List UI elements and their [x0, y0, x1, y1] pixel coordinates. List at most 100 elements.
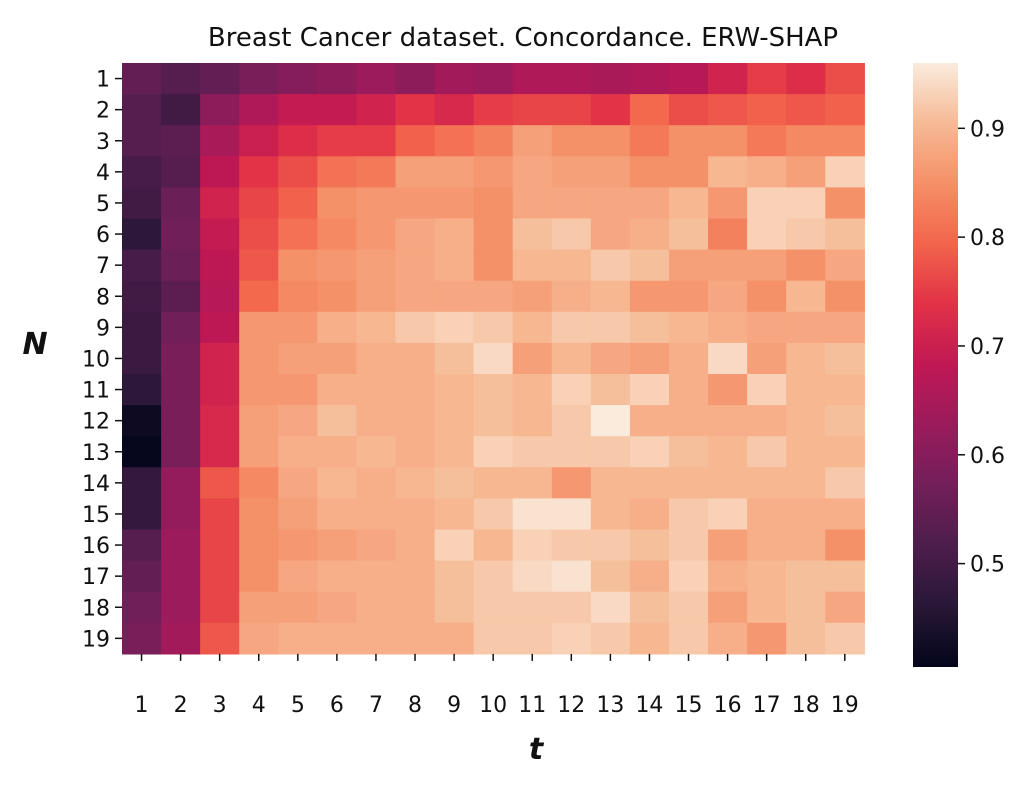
heatmap-cell: [512, 498, 553, 531]
heatmap-cell: [239, 218, 279, 251]
heatmap-cell: [200, 218, 240, 251]
heatmap-cell: [747, 529, 787, 562]
heatmap-cell: [122, 280, 162, 313]
heatmap-cell: [747, 156, 787, 188]
heatmap-cell: [161, 218, 201, 251]
heatmap-cell: [786, 63, 826, 95]
heatmap-cell: [395, 622, 436, 655]
heatmap-cell: [825, 591, 865, 624]
heatmap-cell: [122, 125, 162, 157]
heatmap-cell: [668, 187, 709, 220]
heatmap-cell: [434, 218, 475, 251]
heatmap-cell: [278, 94, 318, 126]
heatmap-cell: [317, 342, 358, 375]
heatmap-cell: [122, 249, 162, 282]
x-tick-label: 11: [518, 693, 546, 718]
heatmap-cell: [747, 342, 787, 375]
y-tick-label: 4: [96, 161, 110, 186]
heatmap-cell: [668, 311, 709, 344]
heatmap-cell: [708, 218, 748, 251]
heatmap-cell: [708, 498, 748, 531]
x-tick-label: 19: [831, 693, 859, 718]
heatmap-cell: [473, 311, 514, 344]
heatmap-cell: [512, 591, 553, 624]
colorbar-tick-label: 0.7: [970, 335, 1005, 360]
x-tick-label: 17: [753, 693, 781, 718]
heatmap-cell: [122, 467, 162, 499]
heatmap-cell: [395, 529, 436, 562]
heatmap-cell: [473, 591, 514, 624]
heatmap-cell: [434, 156, 475, 188]
y-tick-label: 1: [96, 68, 110, 93]
heatmap-cell: [278, 467, 318, 499]
heatmap-cell: [434, 342, 475, 375]
heatmap-cell: [278, 342, 318, 375]
heatmap-cell: [786, 405, 826, 437]
heatmap-cell: [629, 529, 670, 562]
x-tick-label: 5: [291, 693, 305, 718]
heatmap-cell: [786, 156, 826, 188]
heatmap-cell: [395, 63, 436, 95]
heatmap-cell: [122, 591, 162, 624]
y-tick-label: 7: [96, 254, 110, 279]
x-tick-label: 15: [675, 693, 703, 718]
heatmap-cell: [395, 311, 436, 344]
heatmap-cell: [551, 125, 592, 157]
heatmap-cell: [825, 156, 865, 188]
heatmap-cell: [708, 63, 748, 95]
heatmap-cell: [551, 311, 592, 344]
heatmap-cell: [590, 405, 631, 437]
heatmap-cell: [239, 249, 279, 282]
heatmap-cell: [786, 591, 826, 624]
heatmap-cell: [668, 63, 709, 95]
heatmap-cell: [551, 436, 592, 468]
heatmap-cell: [629, 498, 670, 531]
heatmap-cell: [590, 342, 631, 375]
heatmap-cell: [708, 405, 748, 437]
heatmap-cell: [551, 622, 592, 655]
heatmap-cell: [317, 156, 358, 188]
heatmap-cell: [590, 125, 631, 157]
heatmap-cell: [356, 311, 397, 344]
heatmap-cell: [668, 156, 709, 188]
heatmap-cell: [512, 249, 553, 282]
heatmap-cell: [512, 529, 553, 562]
heatmap-cell: [161, 498, 201, 531]
heatmap-cell: [278, 529, 318, 562]
heatmap-cell: [747, 374, 787, 406]
heatmap-cell: [356, 374, 397, 406]
heatmap-cell: [473, 498, 514, 531]
heatmap-cell: [356, 529, 397, 562]
heatmap-cell: [590, 560, 631, 593]
heatmap-cell: [161, 156, 201, 188]
heatmap-cell: [356, 63, 397, 95]
heatmap-cell: [161, 622, 201, 655]
heatmap-cell: [317, 94, 358, 126]
heatmap-cell: [590, 311, 631, 344]
heatmap-cell: [747, 218, 787, 251]
heatmap-cell: [200, 560, 240, 593]
heatmap-cell: [278, 156, 318, 188]
heatmap-cell: [473, 529, 514, 562]
heatmap-cell: [317, 436, 358, 468]
x-tick-label: 18: [792, 693, 820, 718]
heatmap-cell: [786, 187, 826, 220]
heatmap-cell: [356, 280, 397, 313]
heatmap-cell: [200, 498, 240, 531]
heatmap-cell: [825, 498, 865, 531]
heatmap-cell: [239, 622, 279, 655]
heatmap-cell: [395, 498, 436, 531]
heatmap-cell: [356, 498, 397, 531]
heatmap-cell: [317, 249, 358, 282]
heatmap-cell: [708, 622, 748, 655]
heatmap-cell: [395, 405, 436, 437]
heatmap-cell: [239, 63, 279, 95]
chart-title: Breast Cancer dataset. Concordance. ERW-…: [208, 23, 838, 53]
heatmap-cell: [629, 218, 670, 251]
heatmap-cell: [200, 63, 240, 95]
heatmap-cell: [551, 467, 592, 499]
heatmap-cell: [161, 374, 201, 406]
heatmap-cell: [629, 591, 670, 624]
heatmap-cell: [747, 311, 787, 344]
